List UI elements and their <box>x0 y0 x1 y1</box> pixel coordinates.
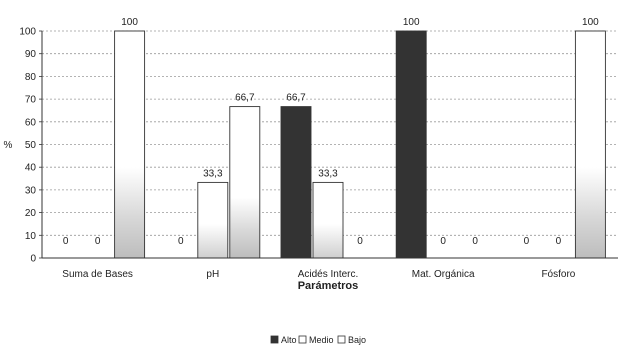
legend-label-bajo: Bajo <box>348 335 366 345</box>
data-label-alto: 0 <box>178 236 184 247</box>
bar-alto <box>395 30 427 259</box>
bars: 0 0 100 0 33,3 66,7 66,7 33,3 0 100 0 0 0 0 100 <box>63 17 606 259</box>
y-tick-label: 100 <box>19 27 36 38</box>
y-tick-label: 30 <box>25 185 37 196</box>
data-label-medio: 0 <box>95 236 101 247</box>
legend-swatch-alto <box>270 335 279 344</box>
x-tick-label: Suma de Bases <box>62 269 133 280</box>
x-tick-label: Fósforo <box>541 269 575 280</box>
data-label-medio: 0 <box>440 236 446 247</box>
x-tick-label: Acidés Interc. <box>298 269 359 280</box>
x-tick-label: Mat. Orgánica <box>412 269 475 280</box>
data-label-alto: 0 <box>524 236 530 247</box>
y-tick-label: 80 <box>25 72 37 83</box>
legend-swatch-medio <box>298 335 307 344</box>
data-label-bajo: 66,7 <box>235 93 255 104</box>
legend-label-medio: Medio <box>309 335 334 345</box>
axes: 0 10 20 30 40 50 60 70 80 90 100 Suma de Bases pH Aci… <box>19 27 618 280</box>
bar-bajo <box>229 106 261 259</box>
data-label-alto: 66,7 <box>286 93 306 104</box>
data-label-bajo: 100 <box>582 17 599 28</box>
y-tick-label: 0 <box>30 254 36 265</box>
y-tick-label: 90 <box>25 49 37 60</box>
legend-swatch-bajo <box>337 335 346 344</box>
y-tick-label: 40 <box>25 163 37 174</box>
data-label-medio: 33,3 <box>203 168 223 179</box>
y-tick-label: 60 <box>25 117 37 128</box>
x-axis-label: Parámetros <box>298 280 359 292</box>
y-axis-label: % <box>4 140 13 151</box>
data-label-bajo: 0 <box>357 236 363 247</box>
bar-bajo <box>574 30 606 259</box>
data-label-alto: 0 <box>63 236 69 247</box>
data-label-bajo: 0 <box>472 236 478 247</box>
data-label-bajo: 100 <box>121 17 138 28</box>
legend: Alto Medio Bajo <box>270 335 366 345</box>
y-tick-label: 70 <box>25 95 37 106</box>
data-label-alto: 100 <box>403 17 420 28</box>
data-label-medio: 33,3 <box>318 168 338 179</box>
bar-medio <box>312 181 344 259</box>
y-tick-label: 20 <box>25 208 37 219</box>
data-label-medio: 0 <box>556 236 562 247</box>
bar-bajo <box>114 30 146 259</box>
legend-label-alto: Alto <box>281 335 297 345</box>
y-tick-label: 50 <box>25 140 37 151</box>
x-tick-label: pH <box>206 269 219 280</box>
bar-alto <box>280 106 312 259</box>
y-tick-label: 10 <box>25 231 37 242</box>
bar-medio <box>197 181 229 259</box>
